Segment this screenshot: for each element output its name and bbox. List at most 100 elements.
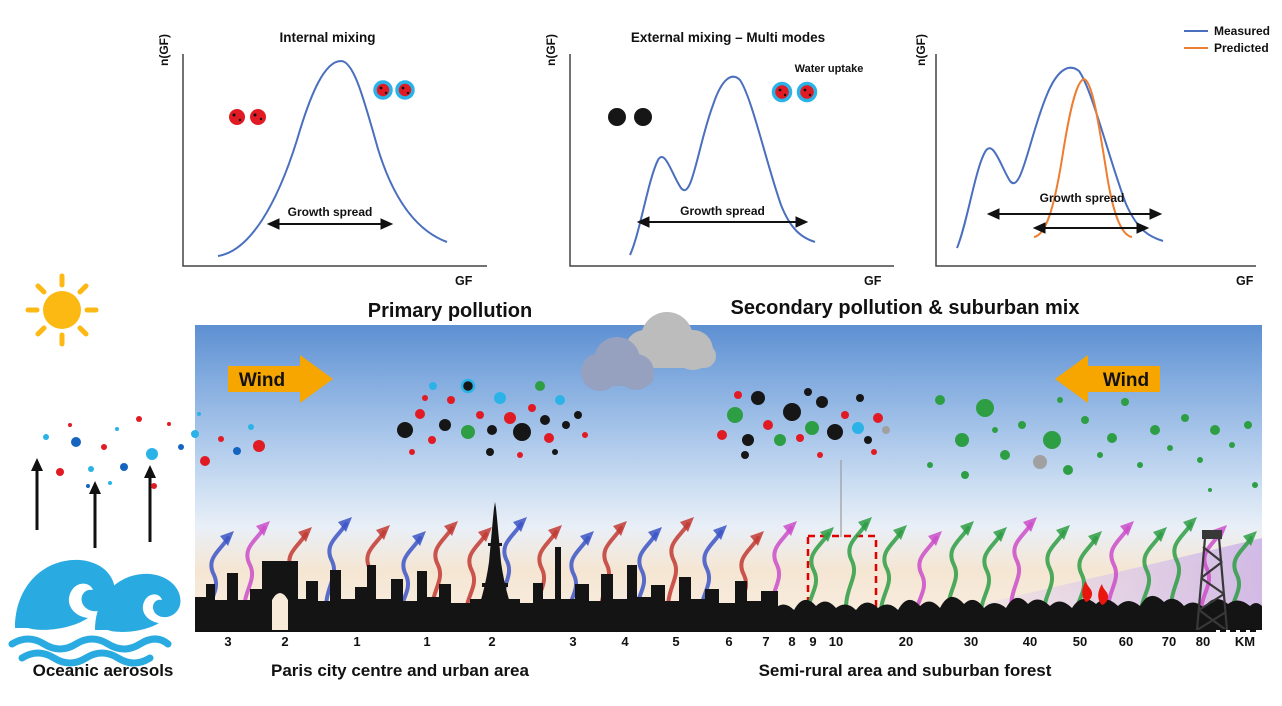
axis-tick-label: 1 xyxy=(423,634,431,649)
caption-paris-city-centre: Paris city centre and urban area xyxy=(271,661,529,680)
emission-swirl-arrowhead xyxy=(893,525,907,540)
aerosol-particle-oceanic-blue xyxy=(120,463,128,471)
axis-tick-label: 30 xyxy=(963,634,979,649)
x-axis-label: GF xyxy=(455,274,473,288)
aerosol-particle-oceanic-red xyxy=(218,436,224,442)
aerosol-particle-oceanic-cyan xyxy=(191,430,199,438)
aerosol-particle-forest-green xyxy=(1229,442,1235,448)
eiffel-tower-icon xyxy=(471,502,519,630)
legend: Measured Predicted xyxy=(1183,24,1270,58)
distance-axis-dashed-end xyxy=(1220,629,1256,632)
aerosol-particle-forest-green xyxy=(1121,398,1129,406)
aerosol-particle-urban-black xyxy=(397,422,413,438)
aerosol-particle-suburban-black xyxy=(751,391,765,405)
aerosol-particle-oceanic-cyan xyxy=(146,448,158,460)
caption-semi-rural-forest: Semi-rural area and suburban forest xyxy=(758,661,1052,680)
aerosol-particle-urban-black xyxy=(439,419,451,431)
emission-swirl-arrowhead xyxy=(376,525,390,540)
panel-title: Internal mixing xyxy=(279,30,376,45)
coated-particle-icons xyxy=(373,80,415,100)
emission-swirl-arrowhead xyxy=(993,527,1007,542)
axis-tick-label: 3 xyxy=(224,634,232,649)
aerosol-particle-forest-green xyxy=(935,395,945,405)
measured-curve xyxy=(956,66,1164,249)
aerosol-particle-forest-green xyxy=(955,433,969,447)
secondary-pollution-label: Secondary pollution & suburban mix xyxy=(730,297,1080,319)
aerosol-particle-suburban-black xyxy=(827,424,843,440)
aerosol-particle-forest-green xyxy=(1000,450,1010,460)
emission-swirl-arrowhead xyxy=(1023,517,1037,532)
measured-predicted-plot xyxy=(935,54,1256,267)
aerosol-particle-suburban-red xyxy=(796,434,804,442)
wind-arrow-right: Wind xyxy=(1055,355,1160,403)
aerosol-particle-oceanic-red xyxy=(151,483,157,489)
axis-tick-label: 4 xyxy=(621,634,629,649)
aerosol-particle-forest-green xyxy=(1063,465,1073,475)
aerosol-particle-oceanic-cyan xyxy=(88,466,94,472)
panel-title: External mixing – Multi modes xyxy=(630,30,826,45)
emission-swirl-arrowhead xyxy=(960,521,974,536)
emission-swirl-arrowhead xyxy=(1120,521,1134,536)
aerosol-particle-oceanic-cyan xyxy=(43,434,49,440)
aerosol-particle-urban-red xyxy=(447,396,455,404)
aerosol-particle-urban-red xyxy=(415,409,425,419)
gf-distribution-curve xyxy=(217,59,448,257)
aerosol-particle-oceanic-cyan xyxy=(197,412,201,416)
aerosol-particle-suburban-black xyxy=(783,403,801,421)
emission-swirl-arrowhead xyxy=(1183,517,1197,532)
axis-tick-label: 20 xyxy=(898,634,914,649)
aerosol-particle-urban-red xyxy=(528,404,536,412)
axis-tick-label: 6 xyxy=(725,634,733,649)
aerosol-particle-suburban-red xyxy=(841,411,849,419)
axes-lines xyxy=(569,54,894,267)
emission-swirl-arrow xyxy=(844,522,868,630)
distance-axis-line xyxy=(195,630,1216,632)
emission-swirl-arrowhead xyxy=(338,517,352,532)
ocean-emission-arrows xyxy=(31,458,156,548)
aerosol-particle-oceanic-cyan xyxy=(248,424,254,430)
aerosol-particle-suburban-gray xyxy=(882,426,890,434)
aerosol-particle-forest-green xyxy=(1043,431,1061,449)
aerosol-particle-urban-black xyxy=(574,411,582,419)
aerosol-particle-oceanic-cyan xyxy=(115,427,119,431)
axis-tick-label: 8 xyxy=(788,634,796,649)
chart-measured-vs-predicted: n(GF) GF Growth spread Measured Predicte… xyxy=(912,8,1280,296)
caption-oceanic-aerosols: Oceanic aerosols xyxy=(32,661,174,680)
axis-tick-label: 60 xyxy=(1118,634,1134,649)
aerosol-particle-urban-black xyxy=(562,421,570,429)
wind-label-left: Wind xyxy=(239,370,285,391)
emission-swirl-arrowhead xyxy=(750,531,764,546)
aerosol-particle-urban-green xyxy=(535,381,545,391)
aerosol-particle-urban-red xyxy=(544,433,554,443)
emission-swirl-arrowhead xyxy=(580,531,594,546)
legend-label: Predicted xyxy=(1213,41,1269,55)
aerosol-particle-urban-red xyxy=(409,449,415,455)
emission-swirl-arrowhead xyxy=(648,527,662,542)
growth-spread-arrow xyxy=(636,216,809,228)
emission-swirl-arrowhead xyxy=(513,517,527,532)
cloud-dark-icon xyxy=(581,337,654,391)
emission-swirl-arrowhead xyxy=(412,531,426,546)
aerosol-particle-urban-red xyxy=(504,412,516,424)
growth-spread-label: Growth spread xyxy=(1039,191,1125,205)
growth-spread-arrow-short xyxy=(1032,222,1150,234)
axis-tick-label: 40 xyxy=(1022,634,1038,649)
aerosol-particle-forest-green xyxy=(927,462,933,468)
aerosol-particle-suburban-black xyxy=(856,394,864,402)
growth-spread-arrow-long xyxy=(986,208,1163,220)
aerosol-particle-urban-black xyxy=(486,448,494,456)
axis-tick-label: 80 xyxy=(1195,634,1211,649)
aerosol-particle-suburban-red xyxy=(734,391,742,399)
emission-swirl-arrowhead xyxy=(1056,525,1070,540)
axis-tick-label: 10 xyxy=(828,634,844,649)
aerosol-particle-oceanic-blue xyxy=(86,484,90,488)
axes-lines xyxy=(935,54,1256,267)
aerosol-particle-urban-red xyxy=(422,395,428,401)
distance-axis-ticks: 3 2 1 1 2 3 4 5 6 7 8 9 10 20 30 40 50 60 70 80 KM xyxy=(195,634,1282,654)
aerosol-particle-urban-black xyxy=(552,449,558,455)
aerosol-particle-forest-green xyxy=(1252,482,1258,488)
emission-swirl-arrowhead xyxy=(220,531,234,546)
legend-item-measured: Measured xyxy=(1183,24,1270,38)
emission-swirl-arrowhead xyxy=(1153,527,1167,542)
aerosol-particle-urban-cyan xyxy=(555,395,565,405)
